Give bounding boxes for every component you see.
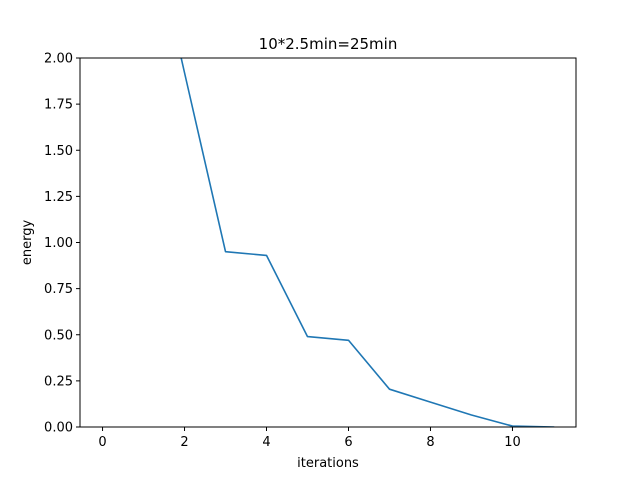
x-tick-label: 4 xyxy=(262,435,270,450)
y-tick-label: 1.00 xyxy=(44,236,73,251)
y-tick-label: 0.00 xyxy=(44,421,73,436)
y-tick-label: 1.75 xyxy=(44,98,73,113)
x-tick-label: 0 xyxy=(98,435,106,450)
y-axis-title: energy xyxy=(20,220,35,266)
y-axis-ticks: 0.00 0.25 0.50 0.75 1.00 1.25 1.50 1.75 2.00 xyxy=(44,52,80,436)
x-tick-label: 8 xyxy=(426,435,434,450)
y-tick-label: 1.25 xyxy=(44,190,73,205)
x-axis-title: iterations xyxy=(297,456,359,471)
y-tick-label: 0.75 xyxy=(44,282,73,297)
y-tick-label: 0.25 xyxy=(44,374,73,389)
x-tick-label: 10 xyxy=(504,435,521,450)
plot-area xyxy=(80,58,576,427)
y-tick-label: 2.00 xyxy=(44,52,73,67)
plot-frame xyxy=(79,57,577,428)
y-tick-label: 0.50 xyxy=(44,328,73,343)
x-tick-label: 6 xyxy=(344,435,352,450)
series-line-energy xyxy=(180,58,555,427)
chart-title: 10*2.5min=25min xyxy=(259,35,398,53)
x-tick-label: 2 xyxy=(180,435,188,450)
x-axis-ticks: 0 2 4 6 8 10 xyxy=(98,427,521,450)
series-layer xyxy=(180,58,555,427)
y-tick-label: 1.50 xyxy=(44,144,73,159)
